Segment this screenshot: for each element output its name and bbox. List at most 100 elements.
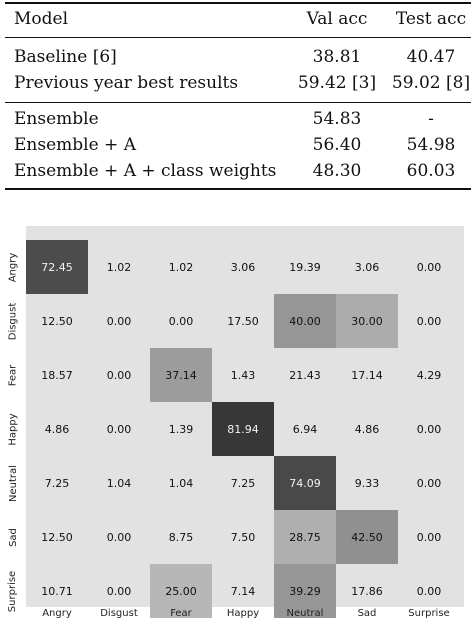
heatmap-cell-disgust-surprise: 0.00	[416, 314, 442, 328]
heatmap-cell-surprise-happy: 7.14	[230, 584, 256, 598]
heatmap-cell-disgust-disgust: 0.00	[106, 314, 132, 328]
heatmap-cell-surprise-sad: 17.86	[351, 584, 383, 598]
table-section-rule	[5, 102, 471, 103]
y-tick-label-happy: Happy	[0, 402, 26, 456]
table-row: Ensemble 54.83 -	[5, 106, 471, 132]
heatmap-cell-fear-happy: 1.43	[230, 368, 256, 382]
heatmap-cell-surprise-surprise: 0.00	[416, 584, 442, 598]
y-tick-label-surprise: Surprise	[0, 564, 26, 618]
y-tick-text: Fear	[7, 364, 19, 386]
heatmap-cell-disgust-sad: 30.00	[336, 294, 398, 348]
table-row: Ensemble + A 56.40 54.98	[5, 132, 471, 158]
y-tick-label-sad: Sad	[0, 510, 26, 564]
table-bottom-rule	[5, 188, 471, 190]
y-tick-label-fear: Fear	[0, 348, 26, 402]
row-val-acc: 59.42 [3]	[297, 73, 377, 93]
confusion-matrix: 72.45 1.02 1.02 3.06 19.39 3.06 0.00 12.50 0.00 0…	[0, 226, 474, 620]
x-tick-label-happy: Happy	[226, 608, 260, 619]
x-tick-label-sad: Sad	[357, 608, 377, 619]
y-tick-text: Angry	[7, 252, 19, 282]
header-test-acc: Test acc	[395, 9, 467, 29]
heatmap-cell-neutral-neutral: 74.09	[274, 456, 336, 510]
row-test-acc: 59.02 [8]	[391, 73, 471, 93]
heatmap-cell-disgust-fear: 0.00	[168, 314, 194, 328]
y-tick-label-neutral: Neutral	[0, 456, 26, 510]
heatmap-cell-happy-sad: 4.86	[354, 422, 380, 436]
heatmap-cell-happy-neutral: 6.94	[292, 422, 318, 436]
table-header-rule	[5, 37, 471, 38]
row-test-acc: 40.47	[406, 47, 456, 67]
row-test-acc: 60.03	[406, 161, 456, 181]
heatmap-cell-angry-angry: 72.45	[26, 240, 88, 294]
heatmap-cell-neutral-happy: 7.25	[230, 476, 256, 490]
table-row: Previous year best results 59.42 [3] 59.…	[5, 70, 471, 96]
heatmap-cell-neutral-disgust: 1.04	[106, 476, 132, 490]
heatmap-cell-sad-disgust: 0.00	[106, 530, 132, 544]
row-model: Baseline [6]	[14, 47, 117, 67]
row-val-acc: 48.30	[312, 161, 362, 181]
heatmap-grid: 72.45 1.02 1.02 3.06 19.39 3.06 0.00 12.50 0.00 0…	[26, 240, 464, 619]
row-model: Ensemble	[14, 109, 99, 129]
y-tick-label-disgust: Disgust	[0, 294, 26, 348]
x-tick-label-disgust: Disgust	[100, 608, 138, 619]
table-row: Baseline [6] 38.81 40.47	[5, 44, 471, 70]
row-val-acc: 38.81	[312, 47, 362, 67]
heatmap-cell-neutral-fear: 1.04	[168, 476, 194, 490]
row-model: Ensemble + A	[14, 135, 136, 155]
heatmap-cell-disgust-happy: 17.50	[227, 314, 259, 328]
heatmap-cell-surprise-fear: 25.00	[150, 564, 212, 618]
row-val-acc: 56.40	[312, 135, 362, 155]
x-tick-label-fear: Fear	[170, 608, 192, 619]
heatmap-cell-sad-fear: 8.75	[168, 530, 194, 544]
row-val-acc: 54.83	[312, 109, 362, 129]
heatmap-cell-happy-fear: 1.39	[168, 422, 194, 436]
heatmap-cell-angry-surprise: 0.00	[416, 260, 442, 274]
table-row: Ensemble + A + class weights 48.30 60.03	[5, 158, 471, 184]
heatmap-cell-happy-happy: 81.94	[212, 402, 274, 456]
heatmap-cell-sad-sad: 42.50	[336, 510, 398, 564]
heatmap-cell-sad-neutral: 28.75	[274, 510, 336, 564]
row-test-acc: -	[428, 109, 434, 129]
table-header-row: Model Val acc Test acc	[5, 6, 471, 32]
heatmap-cell-angry-happy: 3.06	[230, 260, 256, 274]
row-model: Previous year best results	[14, 73, 239, 93]
row-test-acc: 54.98	[406, 135, 456, 155]
heatmap-cell-sad-surprise: 0.00	[416, 530, 442, 544]
heatmap-cell-happy-disgust: 0.00	[106, 422, 132, 436]
header-val-acc: Val acc	[306, 9, 368, 29]
y-tick-text: Sad	[7, 527, 19, 547]
heatmap-cell-angry-disgust: 1.02	[106, 260, 132, 274]
heatmap-cell-neutral-angry: 7.25	[44, 476, 70, 490]
heatmap-cell-surprise-neutral: 39.29	[274, 564, 336, 618]
heatmap-cell-happy-angry: 4.86	[44, 422, 70, 436]
heatmap-cell-angry-sad: 3.06	[354, 260, 380, 274]
x-tick-label-neutral: Neutral	[286, 608, 324, 619]
heatmap-cell-happy-surprise: 0.00	[416, 422, 442, 436]
heatmap-cell-fear-neutral: 21.43	[289, 368, 321, 382]
heatmap-cell-disgust-angry: 12.50	[41, 314, 73, 328]
y-tick-text: Happy	[7, 412, 19, 446]
heatmap-cell-disgust-neutral: 40.00	[274, 294, 336, 348]
x-tick-label-surprise: Surprise	[408, 608, 450, 619]
y-tick-text: Neutral	[7, 464, 19, 502]
heatmap-cell-surprise-angry: 10.71	[41, 584, 73, 598]
table-top-rule	[5, 2, 471, 4]
heatmap-cell-fear-sad: 17.14	[351, 368, 383, 382]
heatmap-cell-neutral-sad: 9.33	[354, 476, 380, 490]
heatmap-cell-sad-angry: 12.50	[41, 530, 73, 544]
heatmap-cell-neutral-surprise: 0.00	[416, 476, 442, 490]
heatmap-cell-fear-fear: 37.14	[150, 348, 212, 402]
row-model: Ensemble + A + class weights	[14, 161, 277, 181]
header-model: Model	[14, 9, 69, 29]
heatmap-cell-sad-happy: 7.50	[230, 530, 256, 544]
heatmap-cell-fear-angry: 18.57	[41, 368, 73, 382]
heatmap-cell-angry-neutral: 19.39	[289, 260, 321, 274]
heatmap-cell-fear-surprise: 4.29	[416, 368, 442, 382]
heatmap-cell-angry-fear: 1.02	[168, 260, 194, 274]
y-tick-text: Surprise	[7, 570, 19, 612]
y-tick-text: Disgust	[7, 302, 19, 340]
x-tick-label-angry: Angry	[42, 608, 72, 619]
y-tick-label-angry: Angry	[0, 240, 26, 294]
heatmap-cell-fear-disgust: 0.00	[106, 368, 132, 382]
heatmap-cell-surprise-disgust: 0.00	[106, 584, 132, 598]
